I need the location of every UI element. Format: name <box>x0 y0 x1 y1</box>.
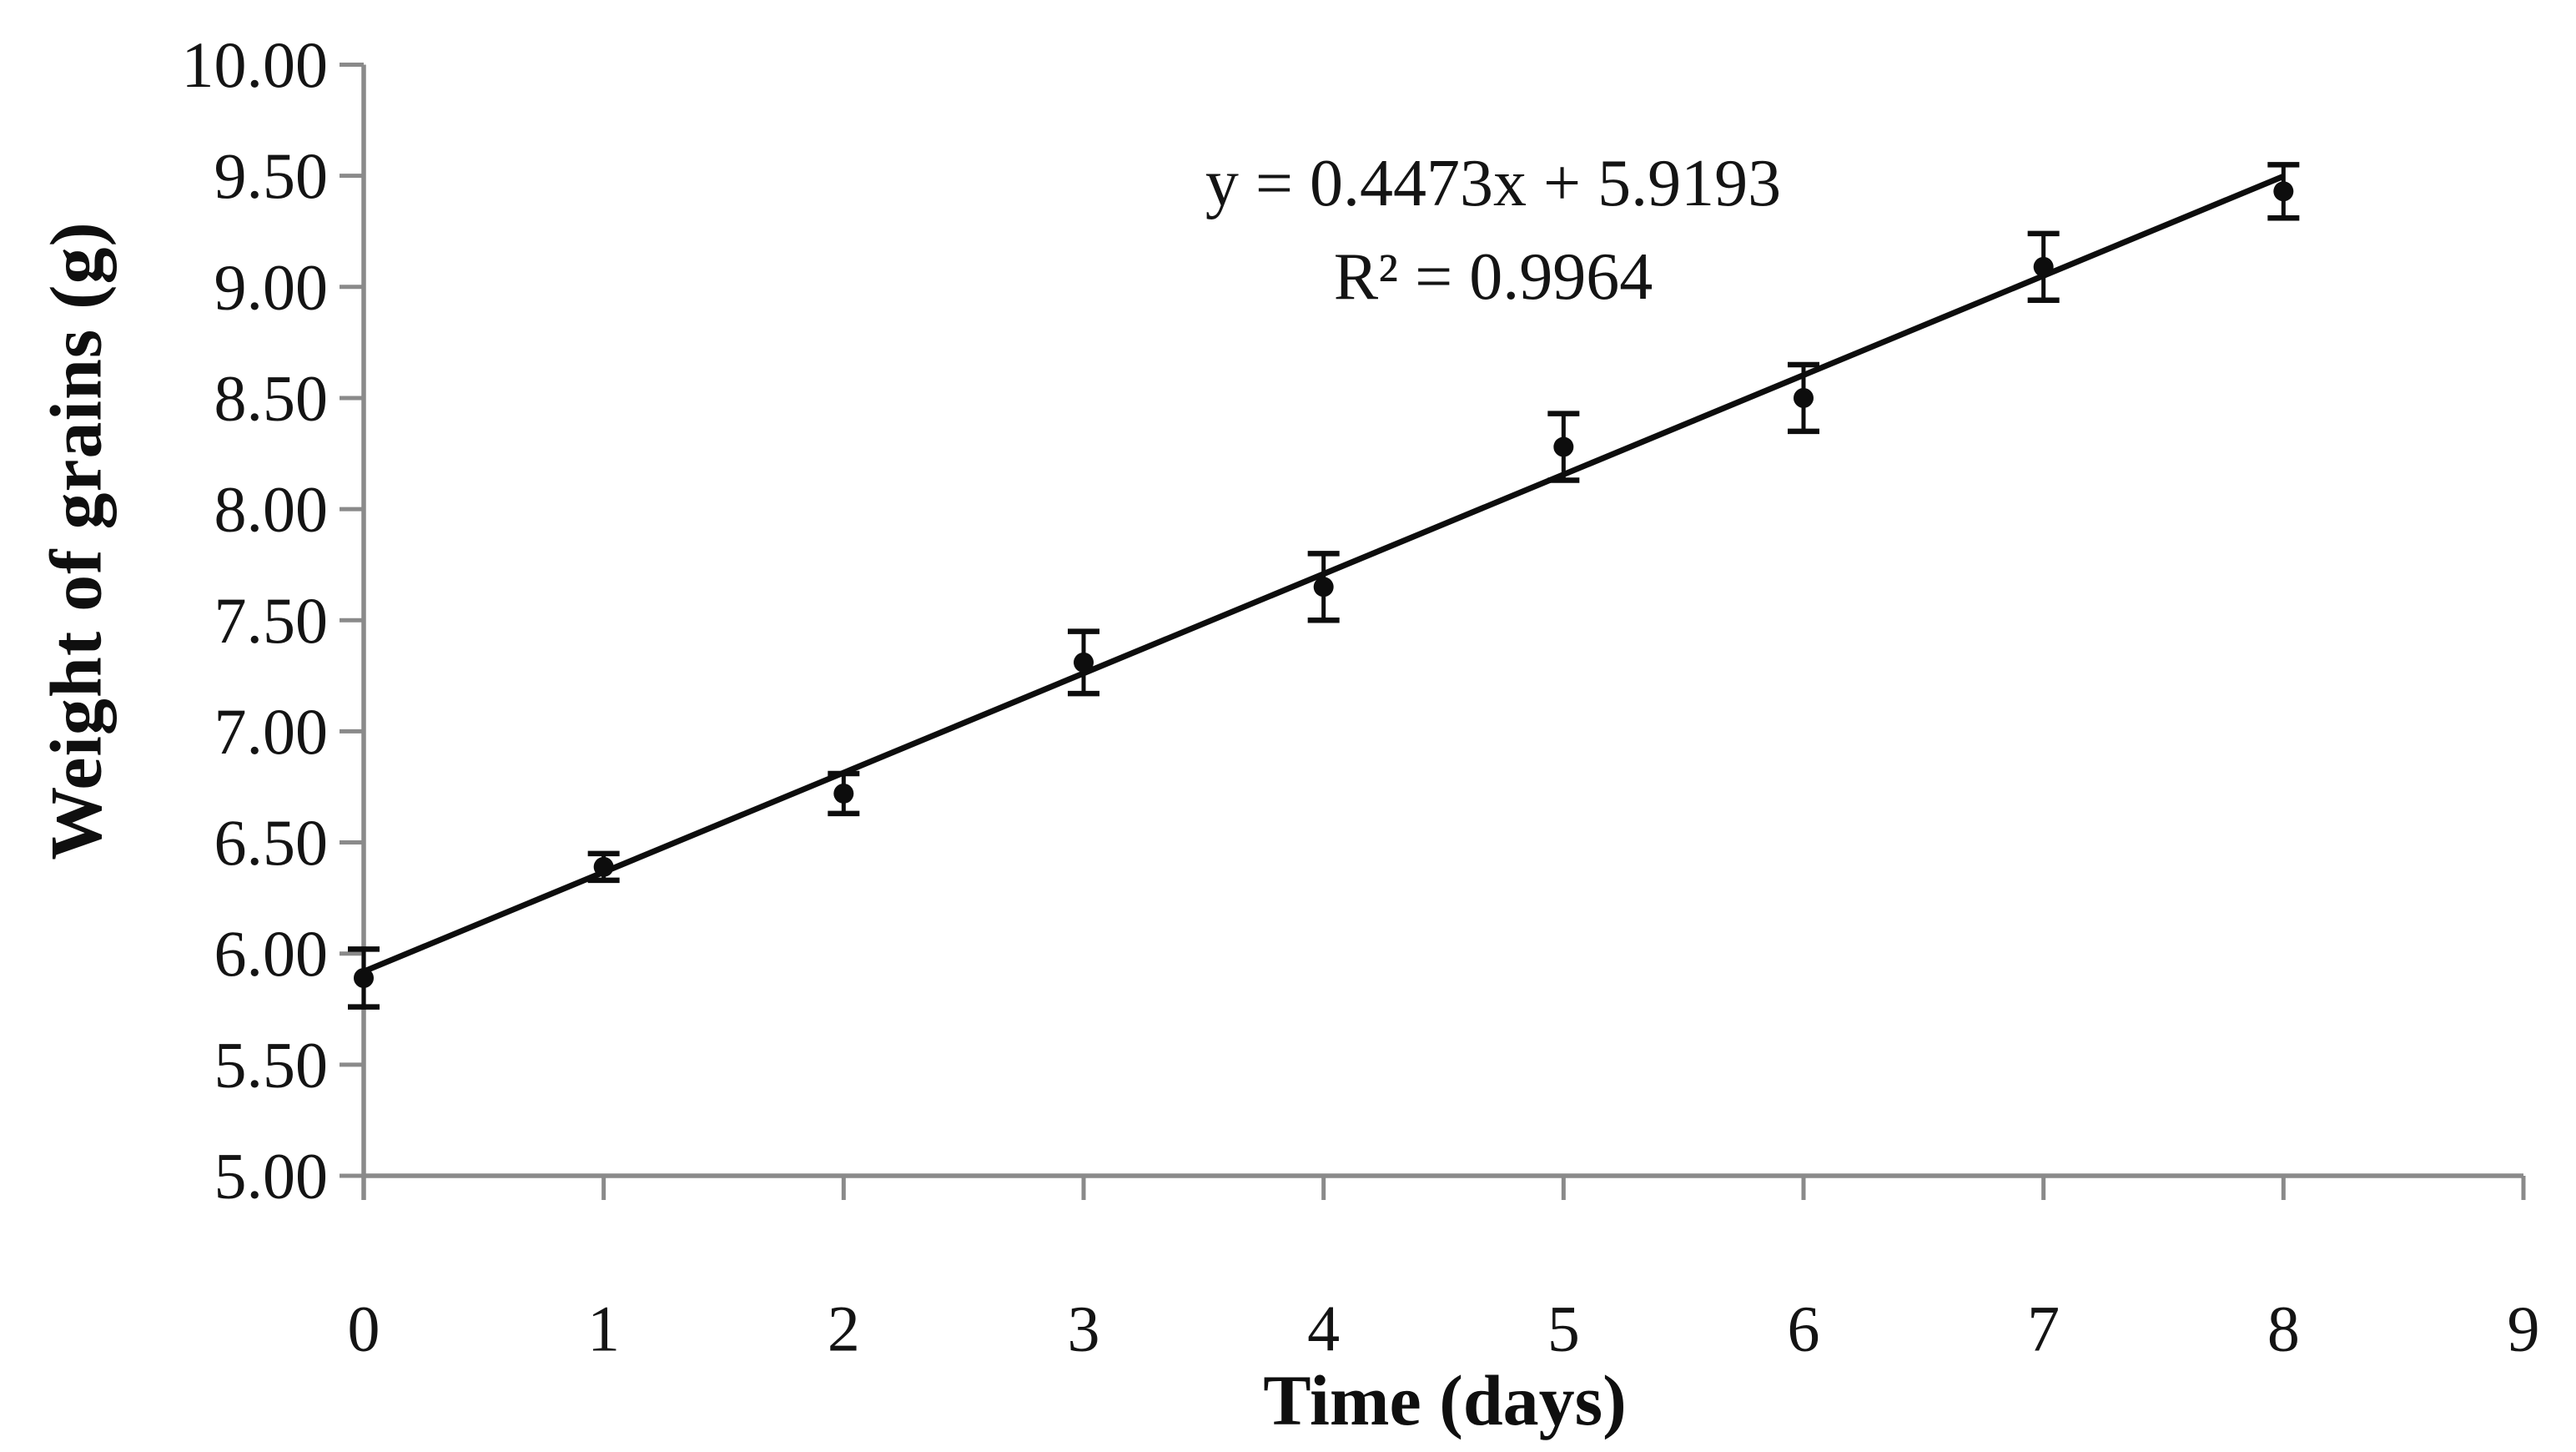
trendline-equation: y = 0.4473x + 5.9193 <box>1205 147 1782 220</box>
y-tick-label: 7.50 <box>214 584 329 657</box>
data-point <box>2033 256 2054 277</box>
x-tick-label: 4 <box>1307 1293 1340 1365</box>
y-tick-label: 5.50 <box>214 1028 329 1101</box>
x-tick-label: 9 <box>2508 1293 2540 1365</box>
data-point <box>354 967 374 988</box>
data-point <box>1074 652 1094 673</box>
y-tick-label: 9.50 <box>214 139 329 212</box>
x-tick-label: 6 <box>1788 1293 1820 1365</box>
data-point <box>2273 181 2294 202</box>
y-tick-label: 6.50 <box>214 806 329 879</box>
y-tick-label: 9.00 <box>214 250 329 323</box>
data-point <box>1313 577 1334 597</box>
y-tick-label: 5.00 <box>214 1140 329 1213</box>
x-tick-label: 3 <box>1068 1293 1100 1365</box>
y-tick-label: 7.00 <box>214 695 329 768</box>
trendline-annotation: y = 0.4473x + 5.9193 R² = 0.9964 <box>1205 137 1781 324</box>
y-axis-title: Weight of grains (g) <box>36 221 118 860</box>
x-tick-label: 8 <box>2267 1293 2300 1365</box>
x-tick-label: 0 <box>348 1293 380 1365</box>
data-point <box>833 783 854 804</box>
x-tick-label: 2 <box>828 1293 860 1365</box>
r-squared-value: R² = 0.9964 <box>1333 240 1653 314</box>
y-tick-label: 8.50 <box>214 361 329 434</box>
y-tick-label: 10.00 <box>182 28 329 101</box>
y-tick-label: 8.00 <box>214 473 329 546</box>
x-tick-label: 7 <box>2027 1293 2060 1365</box>
data-point <box>1794 387 1814 408</box>
x-tick-label: 1 <box>587 1293 620 1365</box>
x-tick-label: 5 <box>1547 1293 1580 1365</box>
data-point <box>593 856 614 877</box>
x-axis-title: Time (days) <box>1263 1360 1627 1440</box>
y-tick-label: 6.00 <box>214 917 329 990</box>
data-point <box>1553 436 1574 457</box>
